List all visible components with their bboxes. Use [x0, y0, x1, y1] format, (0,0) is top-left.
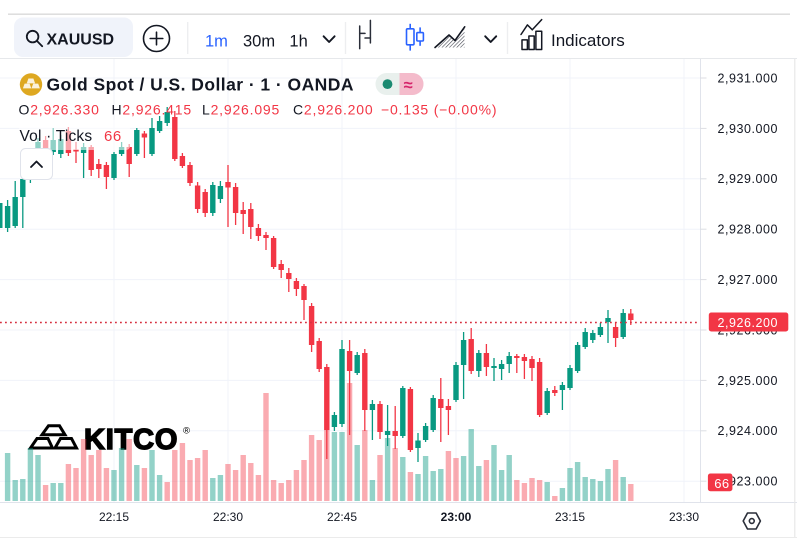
- svg-text:2,926.200: 2,926.200: [718, 316, 779, 330]
- svg-text:H2,926.415: H2,926.415: [112, 102, 192, 118]
- svg-text:Indicators: Indicators: [551, 31, 625, 50]
- svg-text:23:30: 23:30: [669, 510, 699, 524]
- svg-text:2,928.000: 2,928.000: [718, 223, 779, 237]
- svg-text:−0.135 (−0.00%): −0.135 (−0.00%): [381, 102, 497, 118]
- svg-text:®: ®: [183, 426, 190, 437]
- svg-text:2,930.000: 2,930.000: [718, 122, 779, 136]
- svg-text:≈: ≈: [404, 77, 413, 95]
- svg-text:22:15: 22:15: [99, 510, 129, 524]
- svg-text:22:30: 22:30: [213, 510, 243, 524]
- svg-text:2,929.000: 2,929.000: [718, 172, 779, 186]
- svg-text:XAUUSD: XAUUSD: [47, 31, 115, 48]
- svg-text:1h: 1h: [289, 32, 307, 50]
- svg-text:Vol · Ticks: Vol · Ticks: [20, 128, 93, 145]
- svg-text:1m: 1m: [205, 32, 228, 50]
- svg-text:66: 66: [714, 476, 729, 491]
- svg-text:2,931.000: 2,931.000: [718, 71, 779, 85]
- svg-text:KITCO: KITCO: [84, 424, 178, 456]
- svg-text:22:45: 22:45: [327, 510, 357, 524]
- svg-text:L2,926.095: L2,926.095: [202, 102, 280, 118]
- svg-text:23:00: 23:00: [441, 510, 472, 524]
- svg-text:C2,926.200: C2,926.200: [293, 102, 373, 118]
- svg-text:23:15: 23:15: [555, 510, 585, 524]
- svg-text:2,925.000: 2,925.000: [718, 374, 779, 388]
- svg-text:O2,926.330: O2,926.330: [19, 102, 100, 118]
- svg-text:66: 66: [104, 128, 122, 145]
- svg-text:30m: 30m: [243, 32, 275, 50]
- svg-text:2,923.000: 2,923.000: [718, 475, 779, 489]
- svg-text:2,924.000: 2,924.000: [718, 424, 779, 438]
- svg-text:Gold Spot / U.S. Dollar · 1 ·: Gold Spot / U.S. Dollar · 1 · OANDA: [47, 75, 354, 95]
- svg-text:2,927.000: 2,927.000: [718, 273, 779, 287]
